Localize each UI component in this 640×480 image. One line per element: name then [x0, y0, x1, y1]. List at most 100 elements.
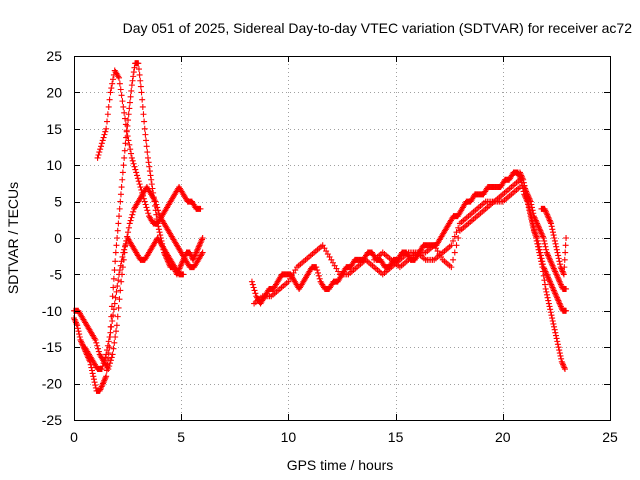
data-point: [110, 284, 117, 291]
data-point: [119, 169, 126, 176]
data-point: [551, 235, 558, 241]
data-point: [114, 235, 121, 241]
data-point: [549, 315, 556, 322]
data-point: [455, 235, 462, 241]
data-point: [249, 281, 256, 288]
data-point: [118, 278, 125, 285]
data-point: [102, 128, 109, 135]
data-point: [451, 233, 458, 240]
x-axis-title: GPS time / hours: [287, 457, 394, 473]
data-point: [125, 111, 132, 118]
data-point: [108, 354, 115, 361]
data-point: [539, 258, 546, 265]
data-point: [143, 143, 150, 150]
series-track-b: [71, 184, 206, 373]
data-point: [127, 217, 134, 224]
data-point: [563, 285, 570, 292]
data-point: [536, 246, 543, 253]
data-point: [145, 159, 152, 166]
data-point: [116, 271, 123, 278]
data-point: [556, 347, 563, 354]
data-point: [141, 125, 148, 132]
data-point: [549, 229, 556, 236]
data-point: [98, 140, 105, 147]
data-point: [122, 115, 129, 122]
data-point: [537, 252, 544, 259]
data-point: [125, 224, 132, 231]
data-point: [103, 351, 110, 358]
series-track-d: [81, 235, 187, 373]
data-point: [453, 242, 460, 249]
data-point: [74, 325, 81, 332]
y-tick-label: 5: [54, 194, 62, 210]
y-tick-label: 25: [46, 48, 62, 64]
data-point: [125, 137, 132, 144]
data-point: [112, 334, 119, 341]
data-point: [109, 80, 116, 87]
x-tick-labels: 0 5 10 15 20 25: [70, 429, 618, 445]
data-point: [197, 205, 204, 212]
data-point: [92, 382, 99, 389]
y-tick-label: -10: [42, 303, 62, 319]
data-point: [99, 363, 106, 370]
data-point: [104, 118, 111, 125]
data-point: [550, 320, 557, 327]
data-point: [252, 290, 259, 297]
data-point: [562, 249, 569, 256]
data-point: [133, 169, 140, 176]
data-point: [453, 229, 460, 236]
data-point: [137, 184, 144, 191]
data-point: [528, 201, 535, 208]
data-point: [154, 204, 161, 211]
data-point: [530, 224, 537, 231]
data-point: [135, 60, 142, 67]
data-point: [553, 246, 560, 253]
data-point: [137, 77, 144, 84]
data-point: [139, 189, 146, 196]
data-point: [561, 366, 568, 373]
data-point: [135, 178, 142, 185]
data-point: [146, 168, 153, 175]
data-point: [116, 213, 123, 220]
data-point: [148, 176, 155, 183]
data-point: [539, 261, 546, 268]
data-point: [554, 338, 561, 345]
data-point: [117, 262, 124, 269]
data-point: [109, 293, 116, 300]
data-point: [125, 229, 132, 236]
series-track-f: [251, 176, 523, 307]
data-point: [542, 281, 549, 288]
data-point: [124, 122, 131, 129]
data-point: [122, 121, 129, 128]
data-point: [551, 323, 558, 330]
grid-lines: [74, 56, 610, 420]
data-point: [142, 131, 149, 138]
data-point: [134, 175, 141, 182]
data-point: [518, 179, 525, 186]
data-point: [113, 328, 120, 335]
data-point: [106, 334, 113, 341]
data-point: [125, 117, 132, 124]
data-point: [103, 125, 110, 132]
data-point: [155, 207, 162, 214]
data-point: [103, 373, 110, 380]
data-point: [134, 172, 141, 179]
data-point: [138, 186, 145, 193]
data-point: [139, 103, 146, 110]
data-point: [75, 328, 82, 335]
data-point: [119, 253, 126, 260]
data-point: [115, 277, 122, 284]
data-point: [128, 150, 135, 157]
data-point: [92, 336, 99, 343]
data-point: [148, 181, 155, 188]
data-point: [101, 131, 108, 138]
data-point: [548, 223, 555, 230]
data-point: [95, 348, 102, 355]
data-point: [115, 304, 122, 311]
data-point: [315, 272, 322, 279]
data-point: [108, 85, 115, 92]
data-point: [552, 329, 559, 336]
data-point: [140, 195, 147, 202]
data-point: [120, 249, 127, 256]
data-point: [147, 172, 154, 179]
